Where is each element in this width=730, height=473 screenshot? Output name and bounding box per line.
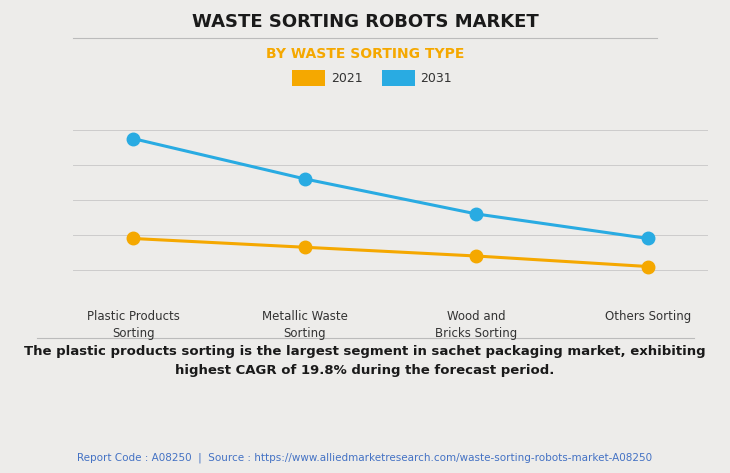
Text: Others Sorting: Others Sorting [605, 310, 691, 323]
Text: WASTE SORTING ROBOTS MARKET: WASTE SORTING ROBOTS MARKET [191, 13, 539, 31]
Text: Plastic Products
Sorting: Plastic Products Sorting [87, 310, 180, 340]
Text: 2021: 2021 [331, 71, 362, 85]
Text: 2031: 2031 [420, 71, 452, 85]
Text: The plastic products sorting is the largest segment in sachet packaging market, : The plastic products sorting is the larg… [24, 345, 706, 377]
Text: BY WASTE SORTING TYPE: BY WASTE SORTING TYPE [266, 47, 464, 61]
Text: Report Code : A08250  |  Source : https://www.alliedmarketresearch.com/waste-sor: Report Code : A08250 | Source : https://… [77, 452, 653, 463]
Text: Wood and
Bricks Sorting: Wood and Bricks Sorting [435, 310, 518, 340]
Text: Metallic Waste
Sorting: Metallic Waste Sorting [262, 310, 347, 340]
